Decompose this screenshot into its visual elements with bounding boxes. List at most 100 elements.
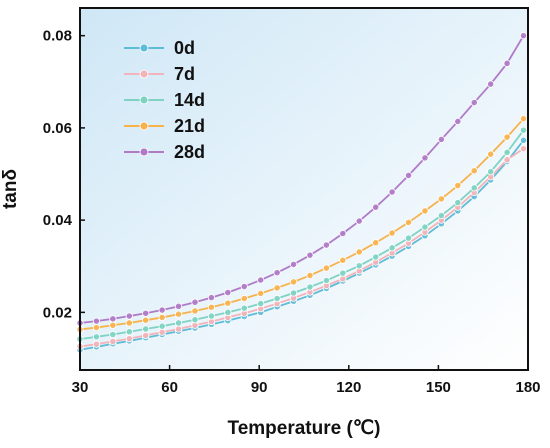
series-28d: [76, 32, 528, 327]
legend-item: 14d: [124, 90, 205, 110]
legend-item: 7d: [124, 64, 195, 84]
data-point: [322, 241, 330, 249]
data-point: [503, 133, 511, 141]
data-point: [339, 229, 347, 238]
data-point: [158, 322, 166, 330]
data-point: [125, 328, 133, 336]
series-line: [79, 147, 525, 348]
series-14d: [76, 126, 528, 343]
data-point: [421, 223, 429, 231]
data-point: [92, 340, 101, 348]
legend-label: 7d: [174, 64, 195, 84]
data-point: [519, 136, 528, 144]
data-point: [388, 188, 396, 196]
data-point: [207, 303, 216, 311]
x-tick-label: 180: [515, 379, 540, 396]
legend-label: 28d: [174, 142, 205, 162]
data-point: [421, 207, 429, 215]
legend-label: 21d: [174, 116, 205, 136]
data-point: [404, 218, 413, 227]
data-point: [109, 330, 117, 339]
series-layer: [76, 32, 528, 354]
y-tick-label: 0.06: [43, 120, 72, 137]
series-line: [79, 118, 525, 331]
legend-item: 21d: [124, 116, 205, 136]
data-point: [519, 115, 528, 123]
data-point: [191, 298, 199, 306]
data-point: [372, 253, 380, 261]
data-point: [454, 117, 462, 126]
data-point: [207, 312, 216, 320]
data-point: [158, 313, 166, 322]
data-point: [322, 276, 330, 285]
data-point: [240, 282, 248, 291]
data-point: [388, 229, 396, 237]
data-point: [158, 328, 166, 336]
data-point: [109, 337, 117, 346]
data-point: [224, 288, 232, 297]
legend-item: 0d: [124, 38, 195, 58]
data-point: [404, 171, 413, 179]
data-point: [306, 283, 314, 291]
data-point: [174, 325, 183, 333]
legend-swatch-marker: [139, 95, 149, 105]
data-point: [339, 269, 347, 277]
data-point: [240, 294, 248, 303]
data-point: [355, 248, 363, 256]
data-point: [142, 316, 150, 324]
data-point: [174, 302, 183, 310]
data-point: [257, 299, 265, 308]
series-line: [79, 139, 525, 351]
data-point: [257, 276, 265, 284]
data-point: [437, 195, 445, 203]
data-point: [289, 289, 298, 297]
data-point: [519, 126, 528, 134]
data-point: [503, 148, 511, 156]
legend: 0d 7d 14d 21d 28d: [124, 38, 205, 162]
data-point: [339, 256, 347, 264]
data-point: [355, 217, 363, 225]
data-point: [125, 335, 133, 343]
data-point: [92, 333, 101, 341]
x-tick-label: 90: [251, 379, 268, 396]
data-point: [454, 199, 462, 207]
data-point: [454, 181, 462, 190]
data-point: [421, 154, 429, 162]
data-point: [191, 316, 199, 324]
y-tick-label: 0.02: [43, 304, 72, 321]
data-point: [273, 284, 281, 292]
data-point: [289, 278, 298, 286]
data-point: [142, 309, 150, 317]
legend-swatch-marker: [139, 121, 149, 131]
legend-label: 0d: [174, 38, 195, 58]
data-point: [92, 323, 101, 332]
x-tick-label: 60: [161, 379, 178, 396]
y-tick-label: 0.04: [43, 212, 73, 229]
data-point: [240, 304, 248, 312]
y-axis-title: tanδ: [0, 169, 21, 209]
data-point: [257, 289, 265, 298]
series-21d: [76, 115, 528, 334]
data-point: [207, 293, 216, 302]
data-point: [125, 319, 133, 327]
data-point: [487, 168, 495, 176]
data-point: [273, 294, 281, 303]
data-point: [191, 307, 199, 315]
legend-swatch-marker: [139, 43, 149, 53]
data-point: [372, 239, 380, 247]
data-point: [437, 135, 445, 144]
data-point: [158, 306, 166, 314]
data-point: [322, 264, 330, 272]
data-point: [388, 244, 396, 252]
data-point: [404, 234, 413, 242]
data-point: [306, 271, 314, 280]
data-point: [109, 321, 117, 329]
plot-frame: [79, 7, 529, 371]
data-point: [355, 262, 363, 270]
data-point: [224, 299, 232, 307]
series-line: [79, 129, 525, 340]
legend-swatch-marker: [139, 69, 149, 79]
series-line: [79, 35, 525, 324]
y-tick-label: 0.08: [43, 28, 72, 45]
